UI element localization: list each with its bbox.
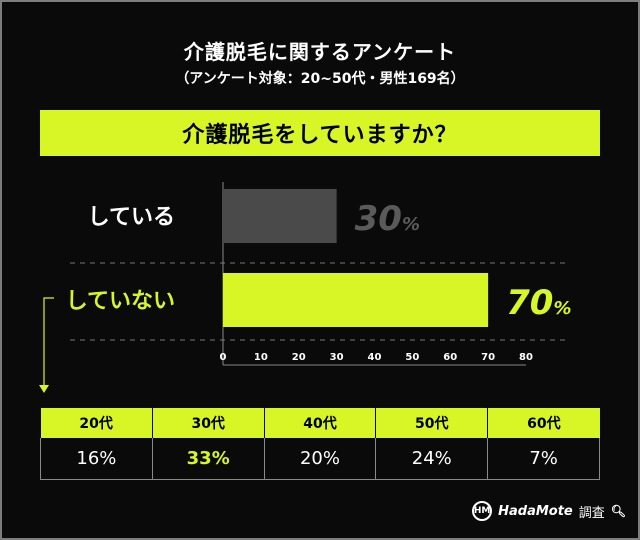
search-icon: 🔍︎	[610, 504, 626, 518]
age-header-cell: 50代	[375, 408, 488, 438]
value-label: 70%	[506, 283, 571, 323]
page-subtitle: （アンケート対象：20~50代・男性169名）	[175, 71, 465, 87]
question-banner: 介護脱毛をしていますか？	[40, 110, 600, 156]
age-value-row: 16% 33% 20% 24% 7%	[40, 438, 600, 480]
category-label: している	[88, 205, 175, 230]
bar	[223, 189, 337, 243]
age-header-cell: 40代	[263, 408, 376, 438]
age-header-cell: 20代	[40, 408, 153, 438]
arrow-down-icon	[39, 297, 54, 393]
age-breakdown-table: 20代 30代 40代 50代 60代 16% 33% 20% 24% 7%	[40, 408, 600, 480]
brand-name: HadaMote	[498, 503, 573, 519]
question-text: 介護脱毛をしていますか？	[182, 123, 458, 148]
page-title: 介護脱毛に関するアンケート	[183, 40, 457, 64]
age-value-cell-highlight: 33%	[151, 438, 265, 480]
value-label: 30%	[355, 199, 420, 239]
x-tick-label: 50	[405, 352, 419, 363]
brand-footer: HM HadaMote 調査 🔍︎	[472, 501, 626, 521]
brand-suffix: 調査	[578, 505, 605, 521]
brand-logo: HM	[472, 501, 493, 521]
x-tick-label: 30	[330, 352, 344, 363]
age-value-cell: 24%	[375, 438, 488, 480]
x-tick-label: 20	[292, 352, 306, 363]
x-tick-label: 10	[254, 352, 268, 363]
x-tick-label: 80	[519, 352, 533, 363]
age-value-cell: 20%	[263, 438, 376, 480]
x-tick-label: 40	[368, 352, 382, 363]
age-value-cell: 7%	[487, 438, 600, 480]
x-tick-label: 0	[220, 352, 227, 363]
bar-highlight	[223, 273, 489, 327]
age-header-cell: 30代	[151, 408, 265, 438]
age-header-cell: 60代	[487, 408, 600, 438]
age-header-row: 20代 30代 40代 50代 60代	[40, 408, 600, 438]
x-tick-label: 60	[443, 352, 457, 363]
age-value-cell: 16%	[40, 438, 153, 480]
category-label: していない	[66, 289, 175, 314]
x-tick-label: 70	[481, 352, 495, 363]
